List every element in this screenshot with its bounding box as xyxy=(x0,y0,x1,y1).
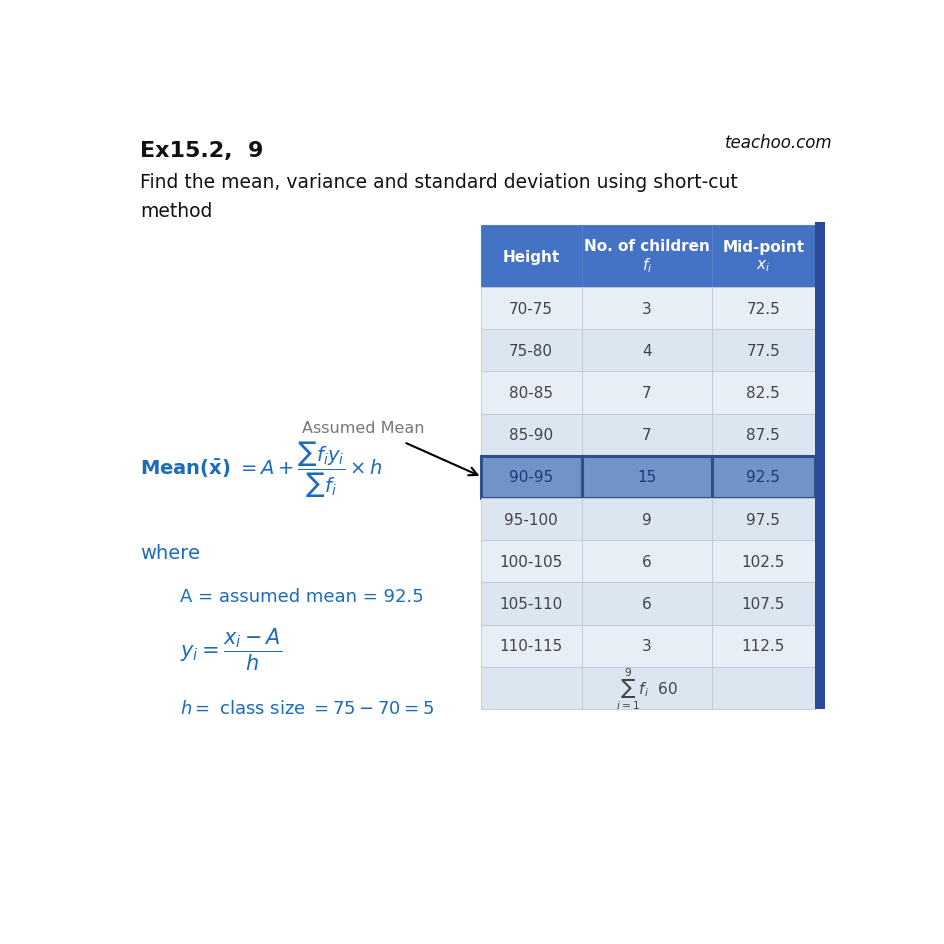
Bar xyxy=(480,226,582,288)
Text: $\sum_{i=1}^{9} f_i\ \ 60$: $\sum_{i=1}^{9} f_i\ \ 60$ xyxy=(615,666,677,711)
Text: 6: 6 xyxy=(641,597,651,612)
Text: 85-90: 85-90 xyxy=(509,428,552,443)
Bar xyxy=(582,456,712,498)
Text: A = assumed mean = 92.5: A = assumed mean = 92.5 xyxy=(180,588,424,606)
Text: 97.5: 97.5 xyxy=(746,512,780,527)
Bar xyxy=(712,329,814,372)
Text: 3: 3 xyxy=(641,301,651,316)
Text: 72.5: 72.5 xyxy=(746,301,780,316)
Bar xyxy=(480,498,582,541)
Text: 90-95: 90-95 xyxy=(509,470,553,485)
Bar xyxy=(712,625,814,667)
Text: 7: 7 xyxy=(641,428,651,443)
Text: $h = $ class size $= 75 - 70 = 5$: $h = $ class size $= 75 - 70 = 5$ xyxy=(180,699,434,716)
Text: 3: 3 xyxy=(641,638,651,653)
Text: 92.5: 92.5 xyxy=(746,470,780,485)
Bar xyxy=(480,625,582,667)
Bar xyxy=(582,541,712,582)
Bar xyxy=(712,582,814,625)
Bar xyxy=(582,288,712,329)
Bar xyxy=(480,372,582,414)
Bar xyxy=(480,329,582,372)
Text: 15: 15 xyxy=(636,470,656,485)
Bar xyxy=(582,226,712,288)
Text: 82.5: 82.5 xyxy=(746,386,780,400)
Bar xyxy=(712,226,814,288)
Text: 6: 6 xyxy=(641,554,651,569)
Text: 9: 9 xyxy=(641,512,651,527)
Text: 110-115: 110-115 xyxy=(499,638,563,653)
Text: $\mathbf{Mean(\bar{x})}\ = A + \dfrac{\sum f_i y_i}{\sum f_i} \times h$: $\mathbf{Mean(\bar{x})}\ = A + \dfrac{\s… xyxy=(140,440,382,499)
Bar xyxy=(480,541,582,582)
Text: 70-75: 70-75 xyxy=(509,301,552,316)
Bar xyxy=(480,414,582,456)
Text: 102.5: 102.5 xyxy=(741,554,784,569)
Bar xyxy=(582,625,712,667)
Text: Assumed Mean: Assumed Mean xyxy=(302,420,424,435)
Bar xyxy=(582,498,712,541)
Text: 100-105: 100-105 xyxy=(499,554,563,569)
Text: Ex15.2,  9: Ex15.2, 9 xyxy=(140,141,263,160)
Bar xyxy=(582,372,712,414)
Bar xyxy=(480,667,582,709)
Bar xyxy=(582,582,712,625)
Text: No. of children
$f_i$: No. of children $f_i$ xyxy=(583,239,709,275)
Text: method: method xyxy=(140,202,212,221)
Text: 87.5: 87.5 xyxy=(746,428,780,443)
Bar xyxy=(582,414,712,456)
Text: 112.5: 112.5 xyxy=(741,638,784,653)
Text: 7: 7 xyxy=(641,386,651,400)
Bar xyxy=(712,372,814,414)
Bar xyxy=(712,498,814,541)
Bar xyxy=(712,667,814,709)
Text: 105-110: 105-110 xyxy=(499,597,563,612)
Text: 95-100: 95-100 xyxy=(504,512,558,527)
Text: teachoo.com: teachoo.com xyxy=(724,134,832,152)
Bar xyxy=(712,541,814,582)
Text: Height: Height xyxy=(502,249,559,264)
Bar xyxy=(582,667,712,709)
Bar xyxy=(480,456,582,498)
Bar xyxy=(582,329,712,372)
Text: Mid-point
$x_i$: Mid-point $x_i$ xyxy=(721,240,803,274)
Bar xyxy=(814,223,824,709)
Text: 107.5: 107.5 xyxy=(741,597,784,612)
Text: 77.5: 77.5 xyxy=(746,344,780,359)
Bar xyxy=(712,456,814,498)
Text: where: where xyxy=(140,544,200,563)
Bar xyxy=(712,288,814,329)
Text: Find the mean, variance and standard deviation using short-cut: Find the mean, variance and standard dev… xyxy=(140,173,737,192)
Bar xyxy=(480,582,582,625)
Text: $y_i = \dfrac{x_i - A}{h}$: $y_i = \dfrac{x_i - A}{h}$ xyxy=(180,627,282,673)
Text: 4: 4 xyxy=(641,344,651,359)
Text: 75-80: 75-80 xyxy=(509,344,552,359)
Bar xyxy=(480,288,582,329)
Text: 80-85: 80-85 xyxy=(509,386,552,400)
Bar xyxy=(712,414,814,456)
